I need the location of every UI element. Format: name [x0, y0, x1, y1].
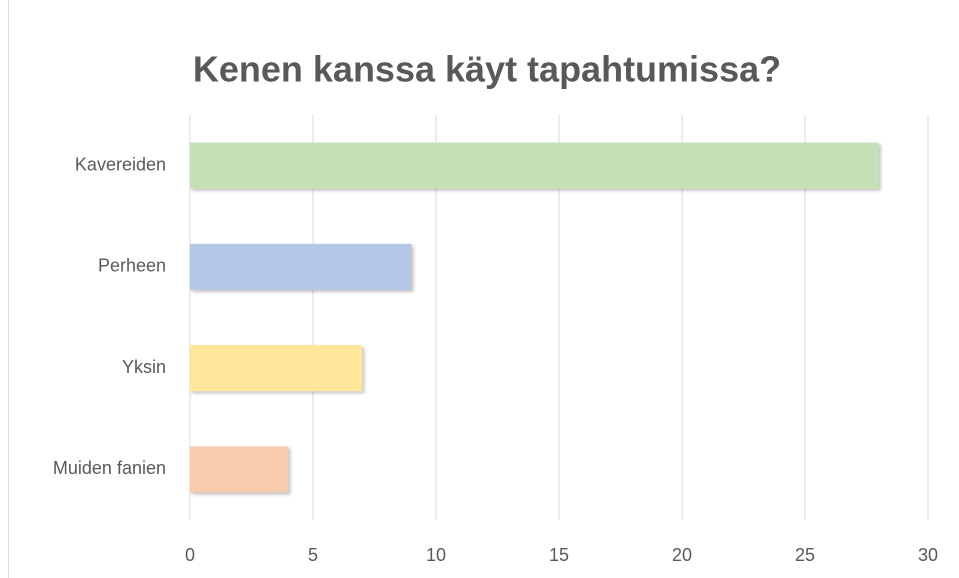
y-tick-label: Muiden fanien: [53, 458, 166, 478]
chart-title: Kenen kanssa käyt tapahtumissa?: [193, 49, 781, 90]
bar: [190, 243, 412, 290]
x-tick-label: 10: [426, 545, 446, 565]
x-tick-label: 15: [549, 545, 569, 565]
x-tick-label: 0: [185, 545, 195, 565]
bar: [190, 142, 879, 189]
y-tick-label: Perheen: [98, 256, 166, 276]
x-tick-label: 20: [672, 545, 692, 565]
bar: [190, 446, 289, 493]
x-tick-label: 30: [918, 545, 938, 565]
y-tick-label: Yksin: [122, 357, 166, 377]
x-tick-label: 5: [308, 545, 318, 565]
x-tick-label: 25: [795, 545, 815, 565]
y-tick-label: Kavereiden: [75, 154, 166, 174]
bar: [190, 345, 363, 392]
